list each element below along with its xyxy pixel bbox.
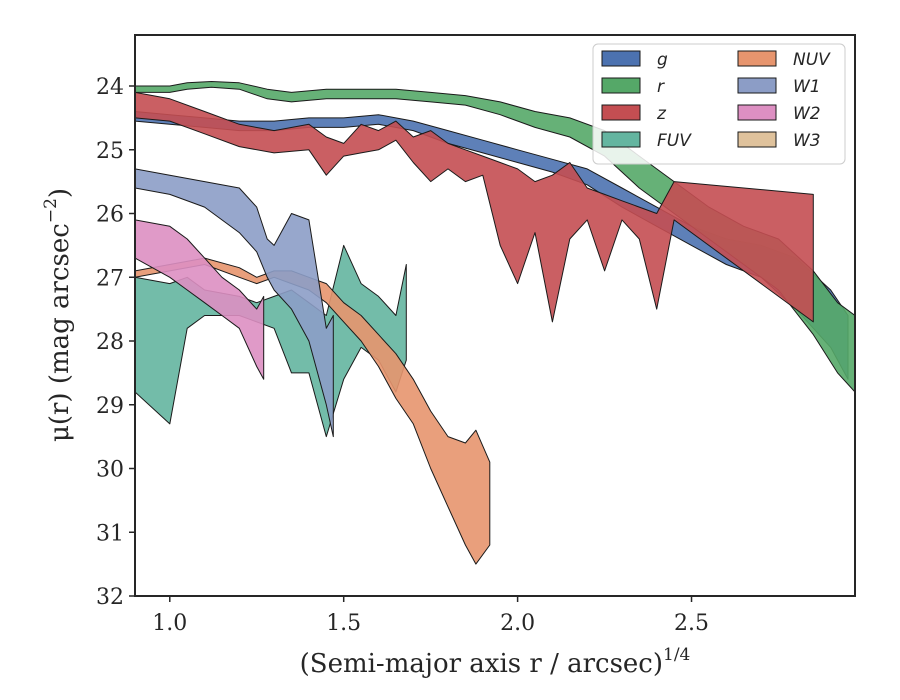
y-tick-label: 27 bbox=[96, 266, 124, 291]
y-tick-label: 25 bbox=[96, 139, 124, 164]
legend-swatch-fuv bbox=[601, 131, 641, 148]
series-band-z bbox=[135, 91, 814, 323]
y-tick-label: 24 bbox=[96, 75, 124, 100]
legend: grz FUV NUV W1 W2 W3 bbox=[592, 43, 846, 165]
legend-swatch-w2 bbox=[737, 104, 777, 121]
y-tick-label: 31 bbox=[96, 521, 124, 546]
series-bands bbox=[135, 81, 855, 565]
legend-label-w1: W1 bbox=[793, 77, 821, 97]
series-band-w2 bbox=[135, 219, 265, 380]
x-tick-label: 2.0 bbox=[500, 611, 535, 636]
legend-box bbox=[592, 43, 846, 165]
legend-label-w2: W2 bbox=[793, 104, 821, 124]
legend-swatch-r bbox=[601, 77, 641, 94]
y-axis: 24 25 26 27 28 29 30 31 32 bbox=[96, 75, 135, 610]
y-tick-label: 32 bbox=[96, 585, 124, 610]
legend-label-nuv: NUV bbox=[793, 50, 831, 70]
x-tick-label: 1.5 bbox=[326, 611, 361, 636]
x-tick-label: 1.0 bbox=[152, 611, 187, 636]
legend-swatch-nuv bbox=[737, 50, 777, 67]
legend-swatch-w1 bbox=[737, 77, 777, 94]
y-axis-label: μ(r) (mag arcsec−2) bbox=[41, 188, 75, 442]
legend-label-w3: W3 bbox=[793, 131, 821, 151]
legend-label-g: g bbox=[657, 50, 668, 70]
plot-frame bbox=[134, 34, 856, 597]
y-tick-label: 29 bbox=[96, 394, 124, 419]
x-axis: 1.0 1.5 2.0 2.5 bbox=[152, 596, 709, 636]
x-axis-label: (Semi-major axis r / arcsec)1/4 bbox=[300, 645, 691, 679]
y-tick-label: 26 bbox=[96, 203, 124, 228]
y-tick-label: 30 bbox=[96, 458, 124, 483]
legend-swatch-z bbox=[601, 104, 641, 121]
legend-label-fuv: FUV bbox=[657, 131, 692, 151]
x-tick-label: 2.5 bbox=[674, 611, 709, 636]
y-tick-label: 28 bbox=[96, 330, 124, 355]
legend-label-z: z bbox=[656, 104, 667, 124]
series-band-w1 bbox=[135, 168, 334, 438]
legend-swatch-w3 bbox=[737, 131, 777, 148]
legend-label-r: r bbox=[657, 77, 665, 97]
legend-swatch-g bbox=[601, 50, 641, 67]
